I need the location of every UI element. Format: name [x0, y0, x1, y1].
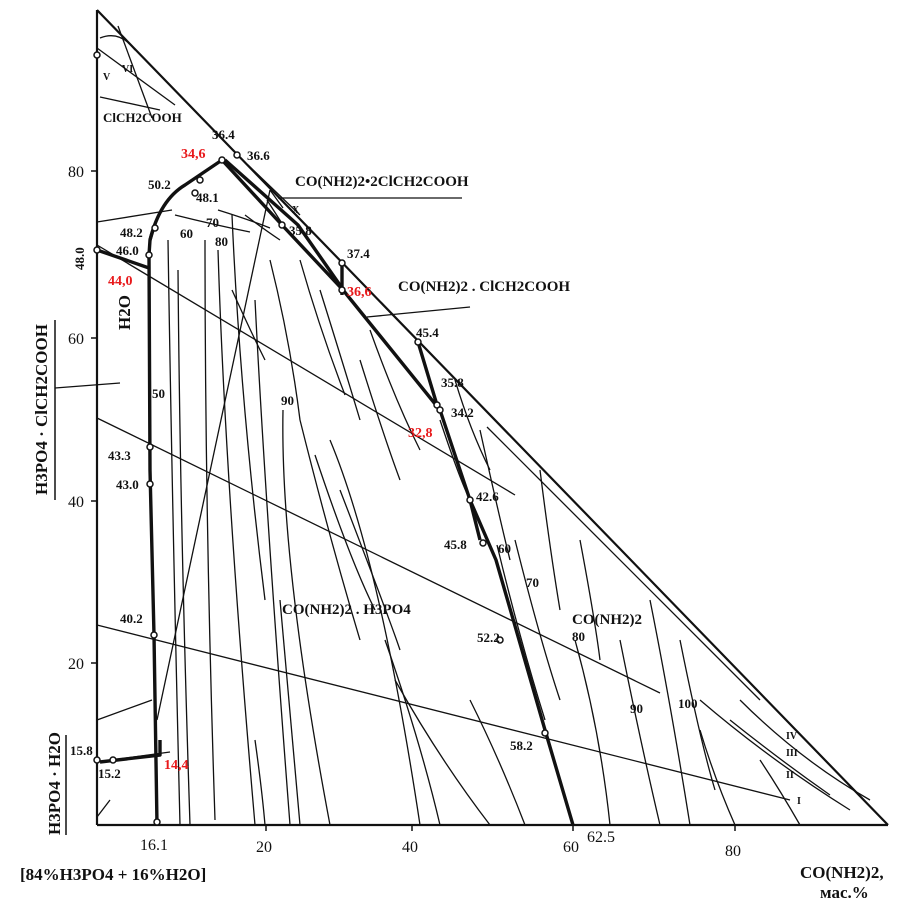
point-36-6-top: 36.6 — [247, 148, 270, 163]
isotherm-90-right: 90 — [630, 701, 643, 716]
point-42-6: 42.6 — [476, 489, 499, 504]
bottom-tick-40: 40 — [402, 839, 418, 856]
bottom-axis-title: CO(NH2)2, — [800, 863, 884, 882]
roman-iv: IV — [786, 731, 798, 742]
left-axis-title-side: H3PO4 · ClCH2COOH — [32, 324, 51, 495]
corner-label: H3PO4 · H2O — [45, 732, 64, 835]
isotherm-lines — [54, 25, 871, 826]
point-50-2: 50.2 — [148, 177, 171, 192]
left-tick-60: 60 — [68, 331, 84, 348]
phase-label-x: X — [292, 205, 300, 216]
roman-i: I — [797, 796, 801, 807]
left-tick-40: 40 — [68, 494, 84, 511]
point-40-2: 40.2 — [120, 611, 143, 626]
isotherm-labels: 50 60 70 80 90 60 70 80 90 100 — [152, 215, 698, 716]
roman-v: V — [103, 72, 111, 83]
point-48-0: 48.0 — [72, 247, 87, 270]
point-37-4: 37.4 — [347, 246, 370, 261]
left-axis-ticks: 80 60 40 20 — [68, 164, 84, 673]
phase-label-urea: CO(NH2)2 — [572, 612, 642, 628]
point-labels: 36.4 36.6 50.2 48.1 48.2 46.0 48.0 35.8 … — [70, 127, 533, 781]
point-35-8-top: 35.8 — [289, 223, 312, 238]
left-tick-80: 80 — [68, 164, 84, 181]
red-point-32-8: 32,8 — [408, 426, 433, 441]
isotherm-50: 50 — [152, 386, 165, 401]
point-48-2: 48.2 — [120, 225, 143, 240]
red-point-44-0: 44,0 — [108, 274, 133, 289]
point-36-4: 36.4 — [212, 127, 235, 142]
point-52-2: 52.2 — [477, 630, 500, 645]
bottom-axis-left-label: [84%H3PO4 + 16%H2O] — [20, 865, 206, 884]
bottom-tick-80: 80 — [725, 843, 741, 860]
bottom-axis-ticks: 16.1 20 40 60 62.5 80 — [140, 829, 741, 860]
point-43-0: 43.0 — [116, 477, 139, 492]
roman-numerals: I II III IV V VI — [103, 64, 801, 807]
left-tick-20: 20 — [68, 656, 84, 673]
triangle-frame — [95, 9, 889, 827]
isotherm-70-right: 70 — [526, 575, 539, 590]
isotherm-70-left: 70 — [206, 215, 219, 230]
point-45-4: 45.4 — [416, 325, 439, 340]
bottom-tick-60: 60 — [563, 839, 579, 856]
isotherm-60-right: 60 — [498, 541, 511, 556]
point-35-8-mid: 35.8 — [441, 375, 464, 390]
point-45-8: 45.8 — [444, 537, 467, 552]
bottom-axis-units: мас.% — [820, 883, 869, 902]
phase-labels: ClCH2COOH CO(NH2)2•2ClCH2COOH X CO(NH2)2… — [103, 110, 642, 628]
isotherm-80-right: 80 — [572, 629, 585, 644]
point-43-3: 43.3 — [108, 448, 131, 463]
phase-boundaries — [96, 158, 575, 826]
axis-ticks — [91, 170, 736, 831]
phase-label-chloroacetic: ClCH2COOH — [103, 110, 182, 125]
bottom-tick-20: 20 — [256, 839, 272, 856]
point-58-2: 58.2 — [510, 738, 533, 753]
red-point-14-4: 14,4 — [164, 758, 189, 773]
red-point-34-6: 34,6 — [181, 147, 206, 162]
left-axis-title-h2o: H2O — [115, 295, 134, 330]
point-34-2: 34.2 — [451, 405, 474, 420]
bottom-tick-16-1: 16.1 — [140, 837, 168, 854]
red-point-36-6: 36,6 — [347, 285, 372, 300]
roman-ii: II — [786, 770, 794, 781]
phase-label-urea-h3po4: CO(NH2)2 . H3PO4 — [282, 602, 411, 618]
point-46-0: 46.0 — [116, 243, 139, 258]
point-15-8: 15.8 — [70, 743, 93, 758]
bottom-tick-62-5: 62.5 — [587, 829, 615, 846]
point-15-2: 15.2 — [98, 766, 121, 781]
isotherm-90-left: 90 — [281, 393, 294, 408]
red-point-labels: 34,6 44,0 36,6 32,8 14,4 — [108, 147, 433, 773]
isotherm-80-left: 80 — [215, 234, 228, 249]
point-48-1: 48.1 — [196, 190, 219, 205]
invariant-points — [93, 51, 549, 826]
isotherm-60-left: 60 — [180, 226, 193, 241]
roman-vi: VI — [122, 64, 133, 75]
roman-iii: III — [786, 748, 798, 759]
phase-label-urea-chloro: CO(NH2)2 . ClCH2COOH — [398, 279, 570, 295]
phase-label-urea-2chloro: CO(NH2)2•2ClCH2COOH — [295, 174, 469, 190]
isotherm-100: 100 — [678, 696, 698, 711]
